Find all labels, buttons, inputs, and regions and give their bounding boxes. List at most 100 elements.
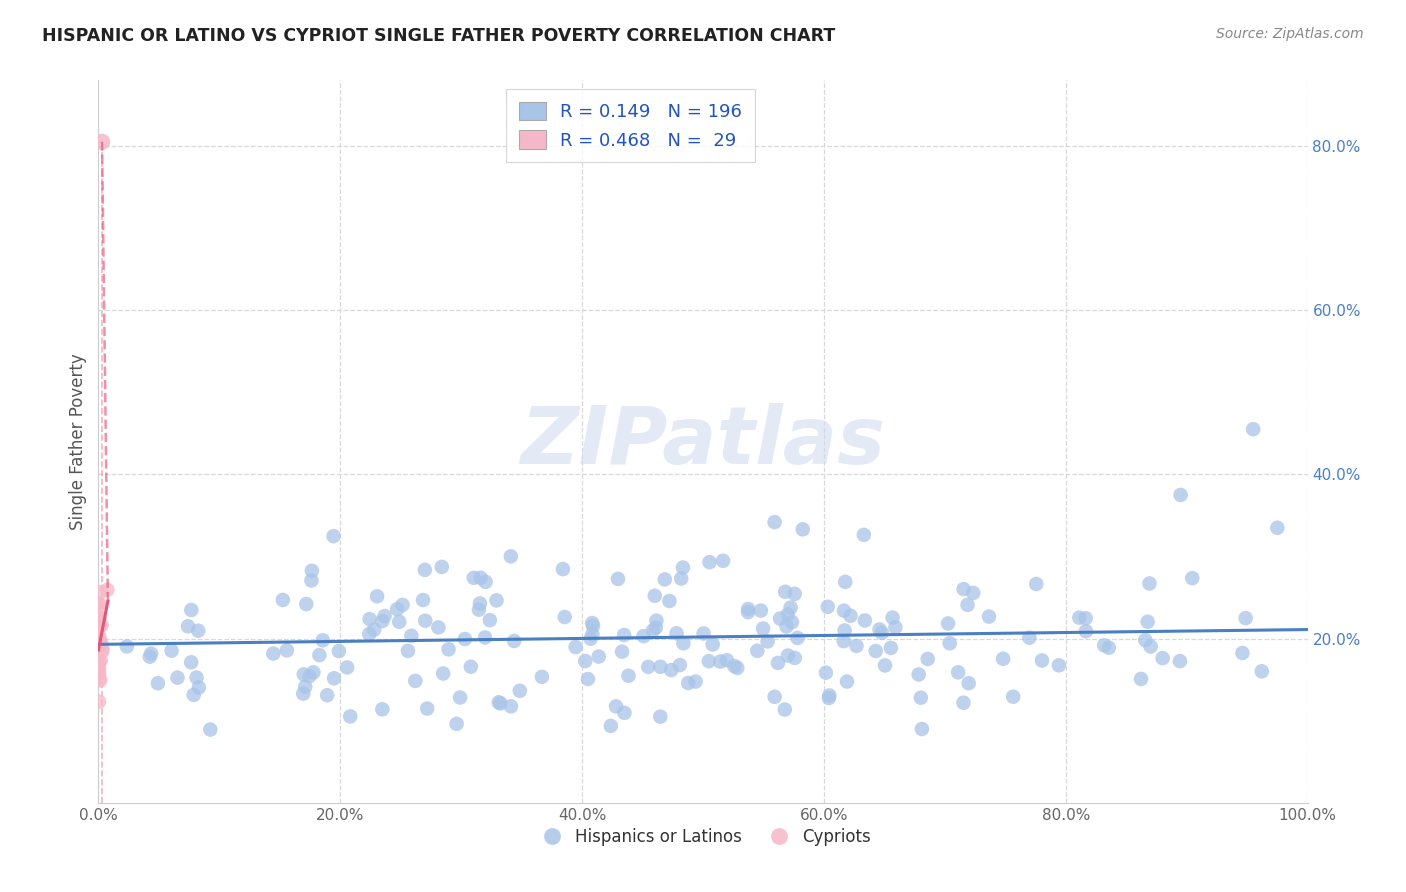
Point bbox=[845, 639, 868, 653]
Point bbox=[401, 629, 423, 643]
Point bbox=[952, 696, 974, 710]
Point bbox=[581, 615, 603, 630]
Point bbox=[839, 608, 862, 623]
Point bbox=[607, 572, 630, 586]
Point bbox=[633, 629, 655, 643]
Point bbox=[645, 614, 668, 628]
Point bbox=[613, 628, 636, 642]
Point bbox=[276, 643, 298, 657]
Point bbox=[89, 638, 111, 652]
Point bbox=[530, 670, 553, 684]
Point bbox=[474, 631, 496, 645]
Point bbox=[413, 614, 436, 628]
Point bbox=[756, 634, 779, 648]
Point bbox=[697, 654, 720, 668]
Point bbox=[817, 599, 839, 614]
Point bbox=[87, 665, 110, 679]
Point bbox=[89, 654, 111, 668]
Point bbox=[363, 623, 385, 637]
Point bbox=[692, 626, 714, 640]
Point bbox=[183, 688, 205, 702]
Point bbox=[1074, 611, 1097, 625]
Point bbox=[716, 653, 738, 667]
Point bbox=[1031, 653, 1053, 667]
Point bbox=[725, 661, 748, 675]
Point bbox=[1152, 651, 1174, 665]
Point bbox=[146, 676, 169, 690]
Point bbox=[792, 522, 814, 536]
Point bbox=[87, 638, 110, 652]
Point bbox=[460, 659, 482, 673]
Point bbox=[468, 602, 491, 616]
Text: ZIPatlas: ZIPatlas bbox=[520, 402, 886, 481]
Point bbox=[366, 590, 388, 604]
Point bbox=[1002, 690, 1025, 704]
Point bbox=[503, 634, 526, 648]
Point bbox=[907, 667, 929, 681]
Point bbox=[90, 654, 112, 668]
Point bbox=[87, 601, 110, 615]
Point bbox=[87, 672, 110, 686]
Point bbox=[90, 636, 112, 650]
Point bbox=[617, 669, 640, 683]
Point bbox=[91, 135, 114, 149]
Point bbox=[582, 619, 605, 633]
Point bbox=[271, 593, 294, 607]
Point bbox=[747, 644, 769, 658]
Point bbox=[711, 554, 734, 568]
Point bbox=[294, 680, 316, 694]
Point bbox=[834, 624, 856, 638]
Point bbox=[763, 515, 786, 529]
Point bbox=[89, 611, 111, 625]
Point bbox=[298, 669, 321, 683]
Point bbox=[773, 702, 796, 716]
Point bbox=[763, 690, 786, 704]
Point bbox=[186, 671, 208, 685]
Point bbox=[1018, 631, 1040, 645]
Point bbox=[832, 604, 855, 618]
Point bbox=[1168, 654, 1191, 668]
Point bbox=[783, 587, 806, 601]
Point bbox=[416, 701, 439, 715]
Point bbox=[853, 614, 876, 628]
Point bbox=[499, 699, 522, 714]
Point bbox=[374, 609, 396, 624]
Point bbox=[412, 593, 434, 607]
Point bbox=[1092, 639, 1115, 653]
Point bbox=[1181, 571, 1204, 585]
Point bbox=[139, 647, 162, 661]
Point bbox=[936, 616, 959, 631]
Point bbox=[1170, 488, 1192, 502]
Point bbox=[396, 644, 419, 658]
Point bbox=[884, 620, 907, 634]
Point bbox=[87, 668, 110, 682]
Point bbox=[579, 632, 602, 646]
Point bbox=[574, 654, 596, 668]
Point bbox=[478, 613, 501, 627]
Point bbox=[834, 574, 856, 589]
Point bbox=[292, 667, 315, 681]
Point bbox=[977, 609, 1000, 624]
Y-axis label: Single Father Poverty: Single Father Poverty bbox=[69, 353, 87, 530]
Point bbox=[818, 689, 841, 703]
Point bbox=[749, 604, 772, 618]
Point bbox=[474, 574, 496, 589]
Point bbox=[1234, 611, 1257, 625]
Point bbox=[87, 634, 110, 648]
Point bbox=[87, 618, 110, 632]
Point bbox=[160, 644, 183, 658]
Point bbox=[752, 622, 775, 636]
Point bbox=[89, 638, 111, 652]
Point bbox=[581, 627, 603, 641]
Point bbox=[90, 585, 112, 599]
Point bbox=[957, 676, 980, 690]
Point bbox=[336, 660, 359, 674]
Point bbox=[650, 709, 672, 723]
Point bbox=[818, 690, 841, 705]
Point bbox=[385, 602, 408, 616]
Point bbox=[359, 612, 381, 626]
Point bbox=[1135, 633, 1157, 648]
Point bbox=[1069, 610, 1091, 624]
Point bbox=[1136, 615, 1159, 629]
Point bbox=[187, 624, 209, 638]
